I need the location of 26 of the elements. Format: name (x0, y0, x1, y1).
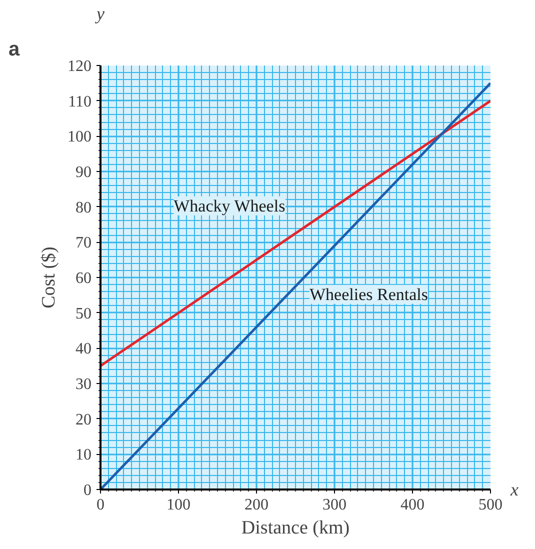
x-axis-title: Distance (km) (241, 518, 350, 538)
y-tick-label: 50 (76, 305, 92, 322)
y-tick-label: 0 (84, 482, 92, 499)
text: a (8, 38, 20, 60)
x-tick-label: 0 (96, 496, 104, 514)
y-tick-label: 100 (68, 128, 92, 146)
x-tick-label: 400 (400, 496, 424, 514)
x-tick-label: 100 (166, 496, 190, 514)
x-tick-label: 300 (322, 496, 346, 514)
text: y (94, 4, 105, 24)
text: x (510, 480, 518, 500)
y-tick-label: 80 (76, 199, 92, 216)
x-tick-label: 500 (478, 496, 502, 514)
series-label: Whacky Wheels (174, 196, 286, 216)
y-tick-label: 110 (68, 93, 92, 110)
y-tick-label: 90 (76, 164, 92, 181)
y-tick-label: 60 (76, 270, 92, 287)
y-tick-label: 20 (76, 411, 92, 428)
x-tick-label: 200 (244, 496, 268, 514)
y-tick-label: 10 (76, 446, 92, 464)
y-tick-label: 40 (76, 340, 92, 358)
series-label: Wheelies Rentals (310, 284, 428, 304)
y-tick-label: 120 (68, 58, 92, 75)
y-tick-label: 70 (76, 234, 92, 252)
y-tick-label: 30 (76, 376, 92, 393)
y-axis-title: Cost ($) (38, 246, 60, 308)
